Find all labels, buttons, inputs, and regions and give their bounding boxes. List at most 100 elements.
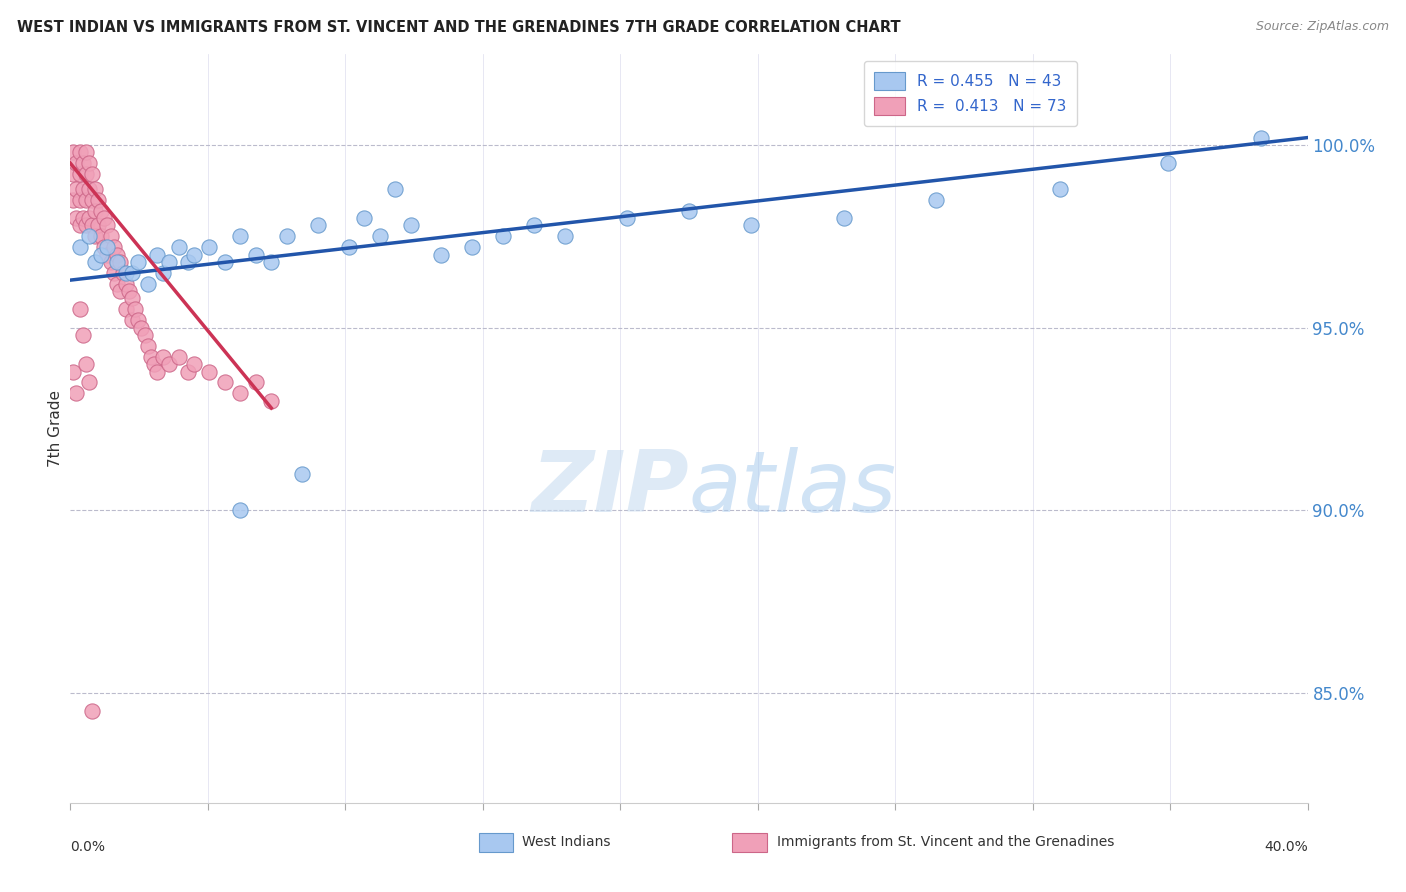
Point: [183, 247, 205, 261]
Point: [198, 240, 221, 254]
Point: [229, 229, 252, 244]
Point: [84, 255, 107, 269]
Point: [167, 240, 190, 254]
Point: [245, 247, 267, 261]
Point: [353, 211, 375, 225]
Point: [198, 364, 221, 378]
Point: [108, 255, 131, 269]
Point: [77, 229, 100, 244]
Point: [146, 247, 169, 261]
Point: [69, 167, 91, 181]
Point: [157, 255, 180, 269]
Point: [121, 292, 143, 306]
FancyBboxPatch shape: [478, 833, 513, 852]
Point: [75, 193, 97, 207]
Point: [152, 266, 174, 280]
Point: [96, 219, 118, 233]
Point: [291, 467, 314, 481]
Point: [80, 219, 103, 233]
Legend: R = 0.455   N = 43, R =  0.413   N = 73: R = 0.455 N = 43, R = 0.413 N = 73: [863, 62, 1077, 126]
Point: [111, 266, 134, 280]
Point: [115, 277, 138, 291]
Point: [1157, 156, 1180, 170]
Point: [87, 193, 110, 207]
Point: [77, 182, 100, 196]
Point: [492, 229, 515, 244]
Y-axis label: 7th Grade: 7th Grade: [48, 390, 63, 467]
Point: [124, 302, 146, 317]
Point: [65, 182, 87, 196]
Text: 40.0%: 40.0%: [1264, 840, 1308, 855]
Point: [80, 193, 103, 207]
Text: WEST INDIAN VS IMMIGRANTS FROM ST. VINCENT AND THE GRENADINES 7TH GRADE CORRELAT: WEST INDIAN VS IMMIGRANTS FROM ST. VINCE…: [17, 20, 900, 35]
Text: Source: ZipAtlas.com: Source: ZipAtlas.com: [1256, 20, 1389, 33]
Point: [183, 357, 205, 371]
Point: [177, 364, 200, 378]
Point: [832, 211, 855, 225]
Point: [136, 339, 159, 353]
Point: [105, 277, 128, 291]
Point: [616, 211, 638, 225]
Point: [108, 284, 131, 298]
Point: [93, 211, 115, 225]
Point: [72, 182, 94, 196]
Point: [96, 240, 118, 254]
Point: [65, 211, 87, 225]
Point: [96, 247, 118, 261]
Point: [69, 302, 91, 317]
Point: [62, 167, 84, 181]
Point: [103, 240, 125, 254]
Point: [152, 350, 174, 364]
Point: [72, 328, 94, 343]
Point: [84, 182, 107, 196]
Point: [229, 386, 252, 401]
Text: West Indians: West Indians: [522, 835, 610, 849]
Point: [118, 284, 141, 298]
Point: [127, 313, 149, 327]
Point: [260, 393, 283, 408]
Point: [115, 302, 138, 317]
Point: [100, 255, 122, 269]
Point: [75, 145, 97, 160]
Point: [84, 229, 107, 244]
Point: [127, 255, 149, 269]
Point: [103, 266, 125, 280]
Point: [136, 277, 159, 291]
Point: [69, 193, 91, 207]
Point: [554, 229, 576, 244]
Point: [84, 203, 107, 218]
Point: [72, 156, 94, 170]
Point: [87, 219, 110, 233]
Point: [276, 229, 298, 244]
Point: [115, 266, 138, 280]
Point: [69, 219, 91, 233]
Point: [80, 705, 103, 719]
Point: [399, 219, 422, 233]
Point: [523, 219, 546, 233]
Point: [80, 167, 103, 181]
Point: [337, 240, 360, 254]
Point: [134, 328, 156, 343]
Point: [75, 167, 97, 181]
Point: [72, 211, 94, 225]
Point: [105, 247, 128, 261]
Text: Immigrants from St. Vincent and the Grenadines: Immigrants from St. Vincent and the Gren…: [776, 835, 1114, 849]
Point: [121, 313, 143, 327]
Text: atlas: atlas: [689, 447, 897, 530]
Point: [157, 357, 180, 371]
Point: [245, 376, 267, 390]
Point: [214, 255, 236, 269]
Point: [62, 193, 84, 207]
FancyBboxPatch shape: [733, 833, 766, 852]
Point: [1250, 130, 1272, 145]
Point: [678, 203, 700, 218]
Point: [307, 219, 329, 233]
Point: [131, 320, 153, 334]
Point: [925, 193, 948, 207]
Point: [62, 145, 84, 160]
Text: 0.0%: 0.0%: [70, 840, 105, 855]
Point: [77, 211, 100, 225]
Point: [121, 266, 143, 280]
Point: [62, 364, 84, 378]
Point: [90, 203, 112, 218]
